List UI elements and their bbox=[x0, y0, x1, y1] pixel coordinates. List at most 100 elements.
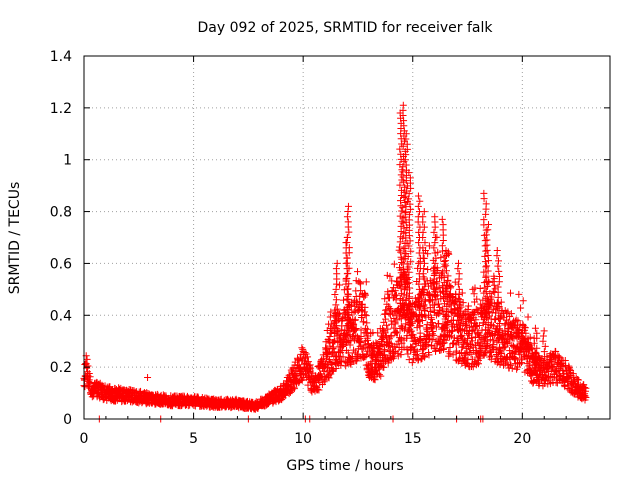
data-point bbox=[352, 325, 360, 333]
data-point bbox=[397, 315, 405, 323]
data-point bbox=[329, 366, 337, 374]
data-point bbox=[424, 250, 432, 258]
data-point bbox=[424, 341, 432, 349]
data-point bbox=[454, 295, 462, 303]
data-point bbox=[419, 213, 427, 221]
data-point bbox=[386, 339, 394, 347]
data-point bbox=[415, 296, 423, 304]
data-point bbox=[481, 252, 489, 260]
data-point bbox=[429, 322, 437, 330]
data-point bbox=[434, 266, 442, 274]
data-point bbox=[438, 270, 446, 278]
data-point bbox=[430, 291, 438, 299]
data-point bbox=[494, 283, 502, 291]
data-point bbox=[496, 326, 504, 334]
data-point bbox=[396, 161, 404, 169]
data-point bbox=[428, 315, 436, 323]
data-point bbox=[397, 171, 405, 179]
data-point bbox=[354, 268, 362, 276]
data-point bbox=[480, 216, 488, 224]
x-axis-label: GPS time / hours bbox=[286, 458, 403, 474]
data-point bbox=[505, 327, 513, 335]
data-point bbox=[357, 333, 365, 341]
data-point bbox=[487, 348, 495, 356]
data-point bbox=[419, 244, 427, 252]
data-point bbox=[390, 324, 398, 332]
data-point bbox=[406, 310, 414, 318]
data-point bbox=[443, 292, 451, 300]
data-point bbox=[344, 291, 352, 299]
data-point bbox=[321, 376, 329, 384]
data-point bbox=[331, 306, 339, 314]
data-point bbox=[504, 308, 512, 316]
data-point bbox=[384, 325, 392, 333]
data-point bbox=[531, 354, 539, 362]
data-point bbox=[507, 310, 515, 318]
data-point bbox=[396, 145, 404, 153]
data-point bbox=[490, 281, 498, 289]
y-axis-label: SRMTID / TECUs bbox=[7, 182, 23, 295]
data-point bbox=[343, 295, 351, 303]
data-point bbox=[442, 287, 450, 295]
data-point bbox=[474, 328, 482, 336]
data-point bbox=[455, 339, 463, 347]
data-point bbox=[426, 307, 434, 315]
data-point bbox=[401, 301, 409, 309]
data-point bbox=[414, 301, 422, 309]
data-point bbox=[449, 322, 457, 330]
data-point bbox=[332, 301, 340, 309]
data-point bbox=[483, 236, 491, 244]
data-point bbox=[397, 351, 405, 359]
data-point bbox=[442, 252, 450, 260]
data-point bbox=[395, 264, 403, 272]
data-point bbox=[297, 375, 305, 383]
data-point bbox=[507, 361, 515, 369]
y-tick-label: 1.2 bbox=[50, 101, 72, 117]
data-point bbox=[486, 336, 494, 344]
data-point bbox=[541, 342, 549, 350]
data-point bbox=[342, 259, 350, 267]
y-tick-label: 1 bbox=[63, 153, 72, 169]
x-tick-label: 5 bbox=[189, 431, 198, 447]
data-point bbox=[416, 322, 424, 330]
data-point bbox=[304, 358, 312, 366]
data-point bbox=[476, 354, 484, 362]
data-point bbox=[421, 239, 429, 247]
data-point bbox=[483, 308, 491, 316]
data-point bbox=[397, 284, 405, 292]
data-point bbox=[515, 290, 523, 298]
data-point bbox=[324, 336, 332, 344]
data-point bbox=[403, 345, 411, 353]
data-point bbox=[561, 383, 569, 391]
data-point bbox=[342, 239, 350, 247]
data-point bbox=[405, 195, 413, 203]
data-point bbox=[420, 265, 428, 273]
data-point bbox=[345, 311, 353, 319]
data-point bbox=[430, 265, 438, 273]
data-point bbox=[350, 308, 358, 316]
data-point bbox=[382, 315, 390, 323]
data-point bbox=[446, 333, 454, 341]
data-point bbox=[582, 393, 590, 401]
data-point bbox=[444, 307, 452, 315]
data-point bbox=[526, 341, 534, 349]
data-point bbox=[495, 302, 503, 310]
data-point bbox=[503, 331, 511, 339]
data-point bbox=[405, 169, 413, 177]
data-point bbox=[345, 300, 353, 308]
y-tick-label: 1.4 bbox=[50, 49, 72, 65]
data-point bbox=[431, 270, 439, 278]
data-point bbox=[431, 213, 439, 221]
data-point bbox=[468, 327, 476, 335]
data-point bbox=[492, 316, 500, 324]
data-point bbox=[396, 310, 404, 318]
data-point bbox=[416, 197, 424, 205]
data-point bbox=[432, 345, 440, 353]
data-point bbox=[381, 295, 389, 303]
data-point bbox=[455, 316, 463, 324]
data-point bbox=[444, 331, 452, 339]
data-point bbox=[444, 272, 452, 280]
data-point bbox=[360, 318, 368, 326]
data-point bbox=[361, 291, 369, 299]
data-point bbox=[423, 321, 431, 329]
